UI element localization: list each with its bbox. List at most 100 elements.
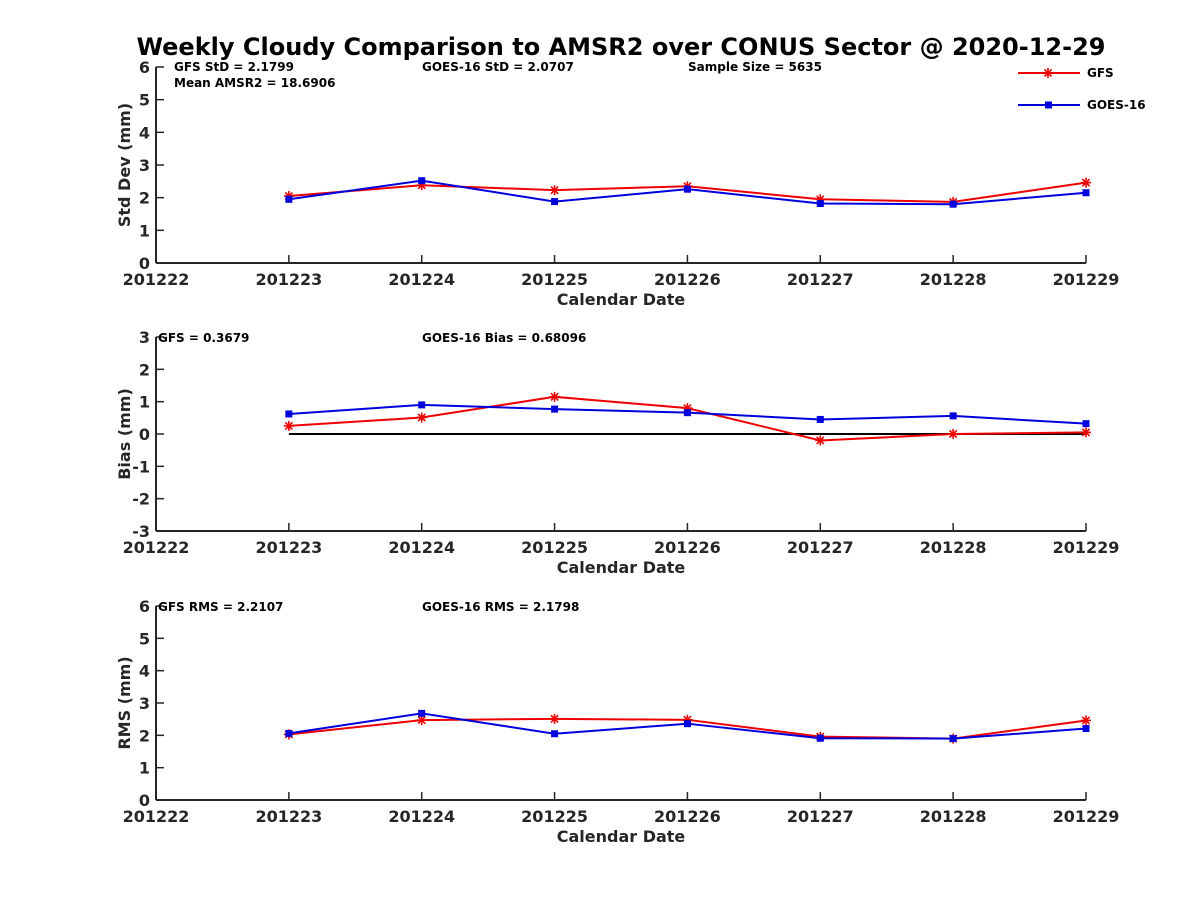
stat-annotation: Sample Size = 5635	[688, 60, 822, 74]
gfs-point	[283, 420, 294, 431]
x-tick-label: 201222	[123, 270, 190, 289]
goes16-point	[418, 401, 426, 409]
legend: GFS GOES-16	[1018, 66, 1146, 112]
x-tick-label: 201227	[787, 538, 854, 557]
legend-gfs-asterisk-stroke-3	[1043, 68, 1053, 78]
goes16-point	[816, 734, 824, 742]
x-tick-label: 201227	[787, 270, 854, 289]
y-axis-label: Bias (mm)	[115, 388, 134, 480]
y-tick-label: 2	[139, 726, 150, 745]
y-tick-label: 1	[139, 759, 150, 778]
goes16-point	[1082, 420, 1090, 428]
y-axis-label: RMS (mm)	[115, 656, 134, 749]
x-axis-label: Calendar Date	[557, 290, 686, 309]
gfs-point-stroke-3	[550, 185, 559, 195]
x-tick-label: 201226	[654, 270, 721, 289]
gfs-point	[549, 391, 560, 402]
gfs-point-stroke-3	[1081, 716, 1091, 725]
legend-gfs-asterisk	[1043, 68, 1053, 78]
y-axis-label: Std Dev (mm)	[115, 103, 134, 227]
gfs-point	[549, 185, 560, 196]
x-tick-label: 201224	[388, 538, 455, 557]
gfs-point	[1081, 715, 1091, 726]
y-tick-label: 5	[139, 91, 150, 110]
goes16-point	[683, 409, 691, 417]
y-tick-label: 6	[139, 597, 150, 616]
gfs-point-stroke-3	[1081, 428, 1091, 437]
x-axis-label: Calendar Date	[557, 827, 686, 846]
gfs-point-stroke-3	[284, 421, 294, 431]
gfs-point	[416, 412, 427, 423]
x-tick-label: 201226	[654, 807, 721, 826]
stat-annotation: GOES-16 RMS = 2.1798	[422, 600, 579, 614]
goes16-point	[418, 709, 426, 717]
gfs-point-stroke-3	[417, 413, 426, 422]
x-tick-label: 201224	[388, 270, 455, 289]
goes16-point	[683, 720, 691, 728]
x-tick-label: 201222	[123, 807, 190, 826]
y-tick-label: 4	[139, 123, 150, 142]
gfs-point-stroke-3	[550, 714, 559, 724]
y-tick-label: -3	[132, 522, 150, 541]
goes16-point	[551, 730, 559, 738]
gfs-point-stroke-3	[948, 429, 958, 439]
y-tick-label: 2	[139, 189, 150, 208]
x-tick-label: 201222	[123, 538, 190, 557]
stat-annotation: GFS RMS = 2.2107	[158, 600, 283, 614]
x-tick-label: 201229	[1053, 807, 1120, 826]
x-tick-label: 201228	[920, 538, 987, 557]
y-tick-label: 0	[139, 791, 150, 810]
x-tick-label: 201225	[521, 270, 588, 289]
x-tick-label: 201225	[521, 538, 588, 557]
x-tick-label: 201228	[920, 807, 987, 826]
y-tick-label: 1	[139, 393, 150, 412]
y-tick-label: 0	[139, 254, 150, 273]
x-tick-label: 201229	[1053, 270, 1120, 289]
gfs-point	[1081, 427, 1091, 438]
gfs-point-stroke-3	[550, 392, 559, 401]
gfs-point-stroke-3	[417, 715, 426, 725]
y-tick-label: 0	[139, 425, 150, 444]
y-tick-label: 3	[139, 328, 150, 347]
goes16-point	[816, 200, 824, 208]
x-tick-label: 201223	[255, 807, 322, 826]
goes16-point	[949, 200, 957, 208]
rms-panel: 0 1 2 3 4 5 6 201222 201223 201224 201225 201226 201…	[115, 597, 1119, 846]
x-tick-label: 201224	[388, 807, 455, 826]
y-tick-label: 6	[139, 58, 150, 77]
goes16-point	[949, 412, 957, 420]
x-tick-label: 201223	[255, 538, 322, 557]
goes16-point	[551, 405, 559, 413]
stat-annotation: GOES-16 StD = 2.0707	[422, 60, 574, 74]
bias-panel: -3 -2 -1 0 1 2 3 201222 201223 201224 201225 201226…	[115, 328, 1119, 577]
x-tick-label: 201225	[521, 807, 588, 826]
gfs-point-stroke-3	[816, 436, 825, 445]
y-tick-label: 1	[139, 221, 150, 240]
goes16-point	[1082, 189, 1090, 197]
y-tick-label: -1	[132, 457, 150, 476]
goes16-point	[816, 415, 824, 423]
stat-annotation: GOES-16 Bias = 0.68096	[422, 331, 586, 345]
stat-annotation: GFS StD = 2.1799	[174, 60, 294, 74]
gfs-point	[815, 435, 826, 446]
goes16-point	[285, 195, 293, 203]
stat-annotation: GFS = 0.3679	[158, 331, 249, 345]
y-tick-label: 4	[139, 662, 150, 681]
stddev-panel: 0 1 2 3 4 5 6 201222 201223 201224 201225 201226 201…	[115, 58, 1119, 309]
stat-annotation: Mean AMSR2 = 18.6906	[174, 76, 335, 90]
gfs-point	[1081, 177, 1091, 188]
legend-label-gfs: GFS	[1087, 66, 1114, 80]
gfs-point	[549, 713, 560, 724]
y-tick-label: 3	[139, 156, 150, 175]
y-tick-label: 5	[139, 629, 150, 648]
legend-label-goes16: GOES-16	[1087, 98, 1146, 112]
x-tick-label: 201223	[255, 270, 322, 289]
gfs-point-stroke-3	[1081, 178, 1091, 187]
chart-title: Weekly Cloudy Comparison to AMSR2 over C…	[137, 33, 1106, 61]
x-tick-label: 201226	[654, 538, 721, 557]
x-tick-label: 201229	[1053, 538, 1120, 557]
goes16-point	[285, 410, 293, 418]
goes16-point	[1082, 725, 1090, 733]
y-tick-label: -2	[132, 490, 150, 509]
